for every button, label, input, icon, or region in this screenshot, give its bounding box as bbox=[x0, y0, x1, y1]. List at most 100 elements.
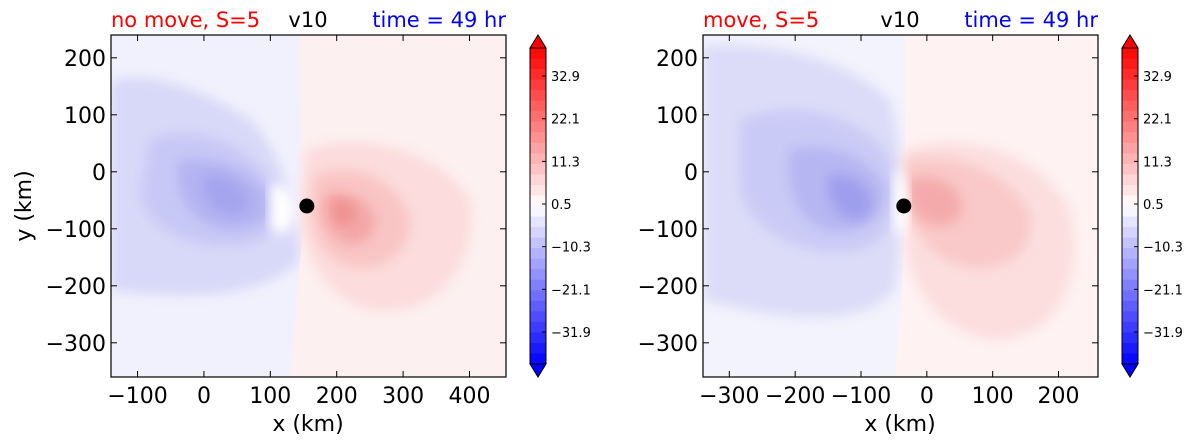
colorbar-tick-label: 11.3 bbox=[551, 155, 580, 170]
colorbar-band bbox=[530, 153, 546, 165]
x-tick-label: 0 bbox=[197, 384, 211, 409]
colorbar-band bbox=[1122, 258, 1138, 270]
colorbar-band bbox=[530, 132, 546, 144]
y-tick-label: −200 bbox=[46, 275, 106, 300]
colorbar-band bbox=[1122, 79, 1138, 91]
colorbar-band bbox=[1122, 111, 1138, 123]
colorbar-band bbox=[530, 227, 546, 239]
colorbar-tick-label: −10.3 bbox=[1143, 241, 1183, 256]
y-tick-label: −100 bbox=[638, 218, 698, 243]
x-ticks: −300 −200 −100 0 100 200 bbox=[699, 35, 1080, 409]
x-tick-label: 200 bbox=[316, 384, 358, 409]
x-tick-label: −100 bbox=[107, 384, 167, 409]
colorbar-tick-label: 32.9 bbox=[1143, 70, 1172, 85]
colorbar: 32.9 22.1 11.3 0.5 −10.3 −21.1 −31.9 bbox=[529, 34, 591, 378]
colorbar-extend-min bbox=[529, 363, 547, 378]
x-tick-label: 100 bbox=[972, 384, 1014, 409]
y-tick-label: 0 bbox=[684, 161, 698, 186]
colorbar: 32.9 22.1 11.3 0.5 −10.3 −21.1 −31.9 bbox=[1121, 34, 1183, 378]
colorbar-band bbox=[530, 121, 546, 133]
colorbar-band bbox=[530, 184, 546, 197]
colorbar-band bbox=[1122, 216, 1138, 228]
colorbar-tick-label: 32.9 bbox=[551, 70, 580, 85]
colorbar-tick-label: 0.5 bbox=[551, 198, 572, 213]
colorbar-tick-label: 11.3 bbox=[1143, 155, 1172, 170]
colorbar-band bbox=[530, 279, 546, 291]
colorbar-band bbox=[1122, 342, 1138, 355]
panel-title-left: no move, S=5 bbox=[111, 8, 260, 32]
colorbar-band bbox=[530, 248, 546, 260]
colorbar-band bbox=[530, 163, 546, 175]
colorbar-frame bbox=[529, 47, 547, 365]
colorbar-frame bbox=[1121, 47, 1139, 365]
colorbar-band bbox=[1122, 227, 1138, 239]
plot-area-frame bbox=[110, 34, 507, 378]
colorbar-band bbox=[530, 321, 546, 333]
colorbar-band bbox=[1122, 90, 1138, 102]
colorbar-band bbox=[1122, 332, 1138, 344]
plot-area-frame bbox=[702, 34, 1099, 378]
colorbar-band bbox=[1122, 279, 1138, 291]
colorbar-tick-label: −31.9 bbox=[551, 326, 591, 341]
colorbar-band bbox=[530, 300, 546, 312]
y-tick-label: −300 bbox=[638, 332, 698, 357]
contour-field bbox=[111, 35, 506, 377]
colorbar-band bbox=[530, 142, 546, 154]
colorbar-tick-label: −10.3 bbox=[551, 241, 591, 256]
colorbar-band bbox=[1122, 269, 1138, 281]
x-tick-label: −100 bbox=[831, 384, 891, 409]
colorbar-band bbox=[1122, 321, 1138, 333]
colorbar-band bbox=[1122, 174, 1138, 186]
colorbar-band bbox=[1122, 353, 1138, 365]
colorbar-band bbox=[530, 342, 546, 355]
colorbar-band bbox=[530, 48, 546, 60]
y-tick-label: 200 bbox=[64, 47, 106, 72]
colorbar-band bbox=[1122, 58, 1138, 70]
panel-title-center: v10 bbox=[880, 8, 919, 32]
colorbar-band bbox=[1122, 69, 1138, 81]
colorbar-band bbox=[530, 79, 546, 91]
colorbar-band bbox=[530, 174, 546, 186]
colorbar-tick-label: −21.1 bbox=[1143, 283, 1183, 298]
y-tick-label: 100 bbox=[64, 104, 106, 129]
colorbar-tick-label: 22.1 bbox=[551, 113, 580, 128]
x-tick-label: 300 bbox=[382, 384, 424, 409]
colorbar-band bbox=[530, 195, 546, 207]
y-tick-label: 200 bbox=[656, 47, 698, 72]
x-tick-label: 400 bbox=[448, 384, 490, 409]
colorbar-band bbox=[530, 90, 546, 102]
colorbar-band bbox=[530, 111, 546, 123]
colorbar-band bbox=[1122, 184, 1138, 197]
colorbar-band bbox=[1122, 132, 1138, 144]
colorbar-band bbox=[530, 258, 546, 270]
colorbar-band bbox=[530, 216, 546, 228]
colorbar-band bbox=[1122, 153, 1138, 165]
y-axis-label: y (km) bbox=[12, 170, 37, 241]
colorbar-band bbox=[530, 311, 546, 323]
x-tick-label: 100 bbox=[249, 384, 291, 409]
colorbar-band bbox=[1122, 121, 1138, 133]
colorbar-band bbox=[1122, 100, 1138, 112]
x-tick-label: 200 bbox=[1038, 384, 1080, 409]
colorbar-band bbox=[530, 332, 546, 344]
storm-center-marker bbox=[299, 198, 315, 214]
colorbar-band bbox=[530, 290, 546, 302]
x-axis-label: x (km) bbox=[272, 412, 343, 437]
colorbar-band bbox=[1122, 290, 1138, 302]
panel-move: move, S=5 v10 time = 49 hr −300 −200 −100 0… bbox=[638, 8, 1183, 437]
colorbar-tick-label: −21.1 bbox=[551, 283, 591, 298]
y-tick-label: −200 bbox=[638, 275, 698, 300]
y-tick-label: 100 bbox=[656, 104, 698, 129]
y-tick-label: −300 bbox=[46, 332, 106, 357]
colorbar-tick-label: 22.1 bbox=[1143, 113, 1172, 128]
y-tick-label: 0 bbox=[92, 161, 106, 186]
x-tick-label: −300 bbox=[699, 384, 759, 409]
storm-center-marker bbox=[896, 198, 912, 214]
panel-title-center: v10 bbox=[288, 8, 327, 32]
y-ticks: 200 100 0 −100 −200 −300 bbox=[46, 47, 506, 357]
x-axis-label: x (km) bbox=[864, 412, 935, 437]
panel-no-move: no move, S=5 v10 time = 49 hr −100 0 100 20… bbox=[12, 8, 591, 437]
colorbar-band bbox=[1122, 300, 1138, 312]
colorbar-band bbox=[530, 69, 546, 81]
